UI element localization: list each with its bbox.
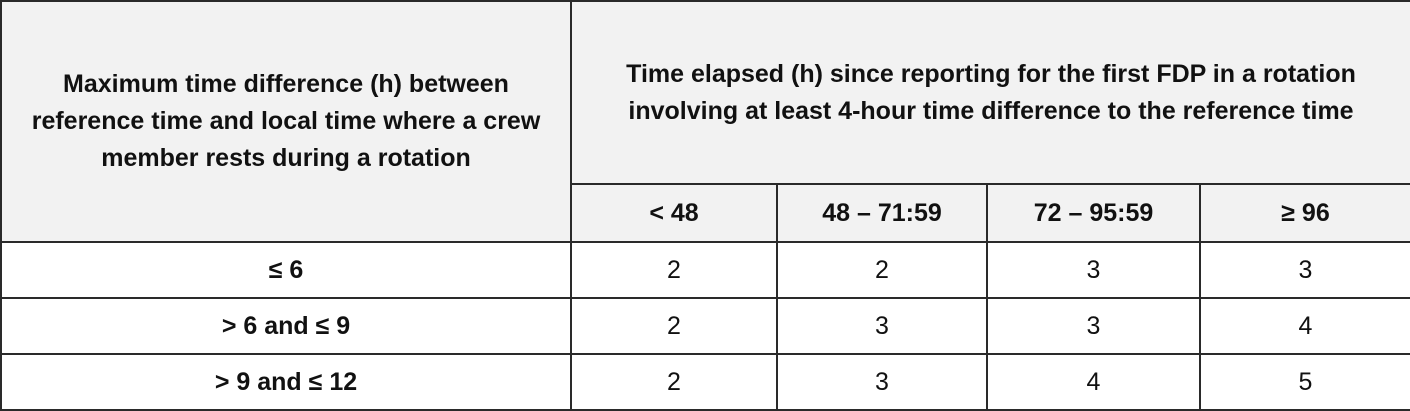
cell-value: 3 — [986, 297, 1201, 355]
table-row: > 9 and ≤ 12 2 3 4 5 — [0, 353, 1410, 411]
cell-value: 2 — [570, 241, 778, 299]
column-header: 72 – 95:59 — [986, 183, 1201, 243]
cell-value: 3 — [776, 297, 988, 355]
row-label: > 6 and ≤ 9 — [0, 297, 572, 355]
cell-value: 2 — [570, 297, 778, 355]
cell-value: 4 — [986, 353, 1201, 411]
group-header: Time elapsed (h) since reporting for the… — [570, 0, 1410, 185]
column-header: ≥ 96 — [1199, 183, 1410, 243]
subheader-row: < 48 48 – 71:59 72 – 95:59 ≥ 96 — [1, 183, 1410, 243]
header-row: Maximum time difference (h) between refe… — [0, 0, 1410, 243]
cell-value: 5 — [1199, 353, 1410, 411]
column-header: 48 – 71:59 — [776, 183, 988, 243]
column-header: < 48 — [570, 183, 778, 243]
row-label: ≤ 6 — [0, 241, 572, 299]
cell-value: 3 — [1199, 241, 1410, 299]
row-header: Maximum time difference (h) between refe… — [0, 0, 572, 243]
cell-value: 3 — [776, 353, 988, 411]
table-body: ≤ 6 2 2 3 3 > 6 and ≤ 9 2 3 3 4 > 9 and ≤ 12 2 3 4 5 — [0, 241, 1410, 411]
cell-value: 3 — [986, 241, 1201, 299]
cell-value: 4 — [1199, 297, 1410, 355]
cell-value: 2 — [776, 241, 988, 299]
row-label: > 9 and ≤ 12 — [0, 353, 572, 411]
cell-value: 2 — [570, 353, 778, 411]
